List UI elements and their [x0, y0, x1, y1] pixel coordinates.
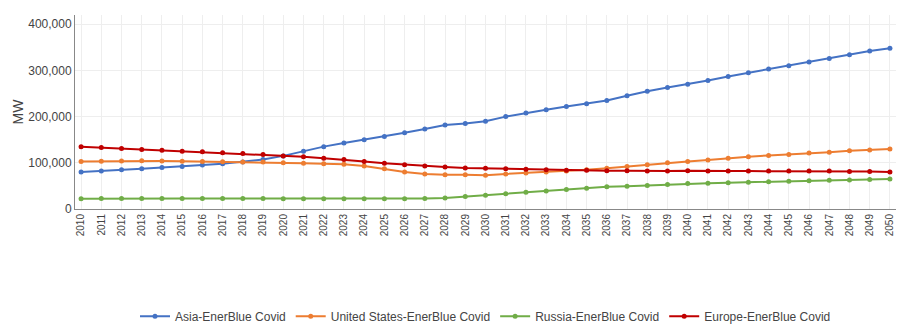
svg-text:United States-EnerBlue Covid: United States-EnerBlue Covid	[331, 310, 490, 324]
svg-text:Asia-EnerBlue Covid: Asia-EnerBlue Covid	[175, 310, 286, 324]
svg-text:0: 0	[65, 202, 72, 216]
svg-text:2011: 2011	[96, 214, 107, 236]
svg-text:2030: 2030	[480, 214, 491, 237]
svg-text:2045: 2045	[783, 214, 794, 237]
svg-text:2025: 2025	[379, 214, 390, 237]
svg-text:2023: 2023	[338, 214, 349, 237]
svg-text:400,000: 400,000	[28, 17, 72, 31]
svg-text:2018: 2018	[237, 214, 248, 237]
svg-text:2024: 2024	[358, 214, 369, 237]
svg-text:2026: 2026	[399, 214, 410, 237]
svg-text:2013: 2013	[136, 214, 147, 237]
svg-text:2038: 2038	[642, 214, 653, 237]
svg-text:2034: 2034	[561, 214, 572, 237]
svg-text:2022: 2022	[318, 214, 329, 237]
svg-text:2031: 2031	[500, 214, 511, 237]
svg-text:2039: 2039	[662, 214, 673, 237]
svg-text:2044: 2044	[763, 214, 774, 237]
svg-text:Russia-EnerBlue Covid: Russia-EnerBlue Covid	[535, 310, 659, 324]
svg-text:2016: 2016	[197, 214, 208, 237]
svg-text:300,000: 300,000	[28, 64, 72, 78]
svg-text:2040: 2040	[682, 214, 693, 237]
svg-text:2032: 2032	[520, 214, 531, 237]
svg-text:2020: 2020	[278, 214, 289, 237]
svg-text:2048: 2048	[844, 214, 855, 237]
svg-text:2017: 2017	[217, 214, 228, 237]
svg-text:2050: 2050	[884, 214, 895, 237]
svg-text:2043: 2043	[743, 214, 754, 237]
svg-text:2042: 2042	[722, 214, 733, 237]
svg-text:200,000: 200,000	[28, 110, 72, 124]
svg-text:MW: MW	[10, 99, 26, 125]
svg-text:2019: 2019	[257, 214, 268, 237]
svg-text:2010: 2010	[75, 214, 86, 237]
svg-text:2029: 2029	[460, 214, 471, 237]
svg-text:2028: 2028	[439, 214, 450, 237]
svg-text:2014: 2014	[156, 214, 167, 237]
svg-text:2027: 2027	[419, 214, 430, 237]
svg-text:2012: 2012	[116, 214, 127, 237]
svg-text:2037: 2037	[621, 214, 632, 237]
svg-text:2036: 2036	[601, 214, 612, 237]
svg-text:2035: 2035	[581, 214, 592, 237]
svg-text:2041: 2041	[702, 214, 713, 237]
svg-text:2021: 2021	[298, 214, 309, 237]
svg-text:2015: 2015	[176, 214, 187, 237]
svg-text:2046: 2046	[803, 214, 814, 237]
svg-text:2047: 2047	[824, 214, 835, 237]
svg-text:2033: 2033	[540, 214, 551, 237]
svg-text:100,000: 100,000	[28, 156, 72, 170]
svg-text:2049: 2049	[864, 214, 875, 237]
svg-text:Europe-EnerBlue Covid: Europe-EnerBlue Covid	[704, 310, 830, 324]
